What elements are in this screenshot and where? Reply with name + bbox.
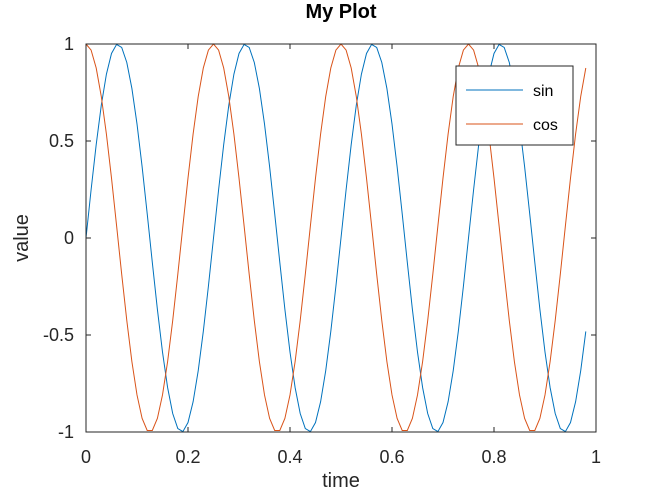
- x-tick-label: 0.2: [175, 447, 200, 467]
- x-tick-label: 0.4: [277, 447, 302, 467]
- x-tick-label: 0.6: [379, 447, 404, 467]
- x-axis-label: time: [322, 470, 360, 491]
- y-tick-label: 0.5: [49, 131, 74, 151]
- legend: sin cos: [455, 65, 574, 146]
- y-tick-label: 0: [64, 228, 74, 248]
- legend-cos-label: cos: [533, 117, 558, 134]
- legend-sin-label: sin: [533, 83, 553, 100]
- x-tick-label: 0.8: [481, 447, 506, 467]
- x-tick-label: 1: [591, 447, 601, 467]
- y-tick-label: 1: [64, 34, 74, 54]
- y-tick-label: -1: [58, 422, 74, 442]
- y-axis-label: value: [11, 214, 33, 262]
- x-axis-ticks: 0 0.2 0.4 0.6 0.8 1: [81, 44, 601, 467]
- y-axis-ticks: -1 -0.5 0 0.5 1: [43, 34, 596, 442]
- x-tick-label: 0: [81, 447, 91, 467]
- legend-box: [455, 65, 574, 146]
- series-line-sin: [85, 43, 587, 433]
- series-line-cos: [85, 43, 587, 431]
- series-layer: [85, 43, 587, 433]
- chart-title: My Plot: [305, 1, 376, 23]
- y-tick-label: -0.5: [43, 325, 74, 345]
